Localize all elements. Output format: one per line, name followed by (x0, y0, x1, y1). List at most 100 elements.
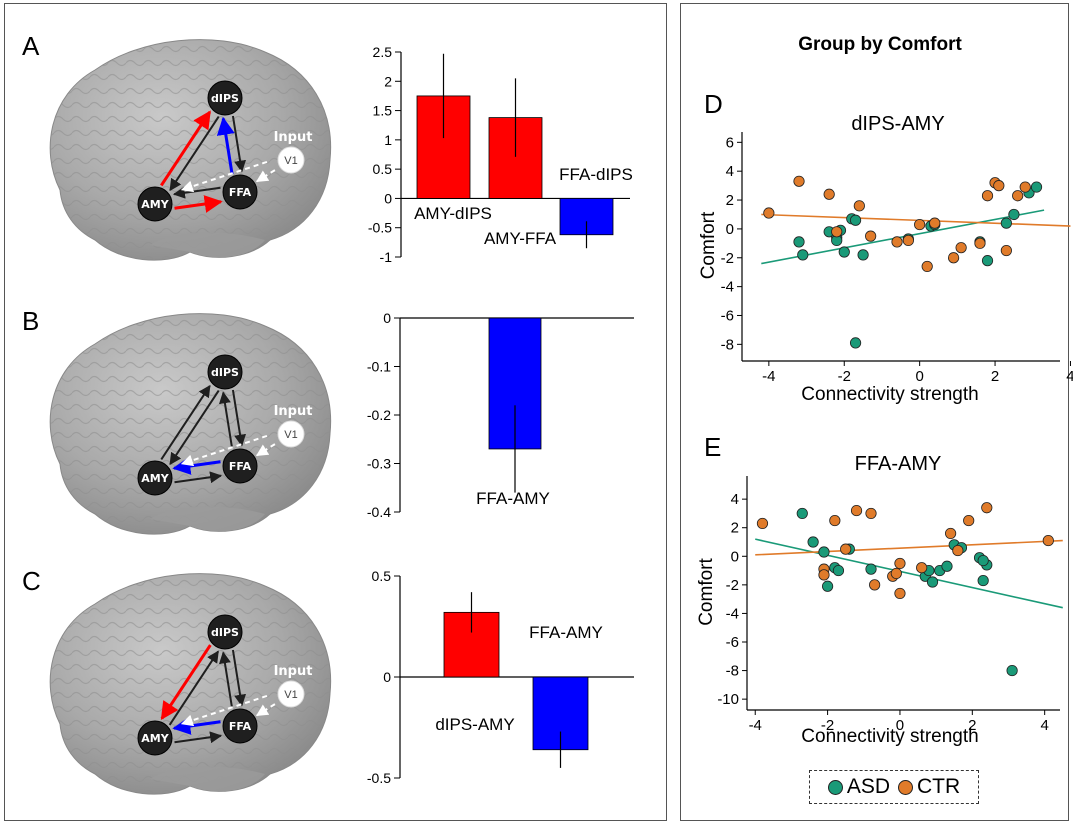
y-tick-label: -0.3 (367, 456, 391, 472)
node-ffa-label: FFA (229, 186, 252, 199)
y-tick-label: 2 (726, 192, 734, 209)
scatter-title: FFA-AMY (855, 453, 942, 475)
point-asd (849, 214, 862, 226)
arrow-v1-to-amy (180, 434, 268, 467)
node-ffa-label: FFA (229, 720, 252, 733)
y-tick-label: 2 (384, 73, 392, 89)
x-axis-label: Connectivity strength (801, 384, 978, 405)
point-ctr (1019, 181, 1031, 193)
arrow-amy-to-dips (160, 384, 211, 460)
arrow-dips-to-ffa (231, 649, 247, 707)
arrow-ffa-to-amy (172, 457, 221, 475)
node-dips-label: dIPS (211, 366, 239, 379)
node-v1 (277, 420, 305, 448)
point-ctr (981, 502, 993, 514)
y-tick-label: -8 (726, 663, 739, 680)
y-axis-label: Comfort (698, 211, 719, 279)
y-tick-label: -8 (721, 336, 734, 353)
point-ctr (963, 514, 975, 527)
node-ffa (222, 448, 258, 484)
x-tick-label: 0 (896, 717, 904, 734)
bar-label: FFA-dIPS (559, 165, 633, 184)
point-asd (796, 507, 808, 520)
node-ffa-label: FFA (229, 460, 252, 473)
brain-gyri (50, 39, 331, 261)
bar-label: AMY-dIPS (414, 204, 492, 223)
arrow-ffa-to-dips (218, 651, 234, 709)
panel-letter-d: D (704, 89, 723, 119)
input-label: Input (274, 130, 313, 145)
panel-letter-e: E (704, 432, 721, 462)
y-tick-label: -2 (726, 577, 739, 594)
y-tick-label: -2 (721, 250, 734, 267)
node-v1 (277, 146, 305, 174)
point-asd (1030, 181, 1043, 193)
point-ctr (894, 557, 906, 570)
y-tick-label: 0.5 (372, 568, 392, 584)
y-axis-label: Comfort (696, 558, 717, 626)
point-asd (793, 236, 805, 248)
fit-line-asd (755, 538, 1063, 609)
y-tick-label: -10 (717, 691, 739, 708)
point-ctr (890, 567, 902, 580)
y-tick-label: 0 (383, 310, 391, 326)
point-ctr (823, 188, 835, 200)
bar-chart-a: 2.5 2 1.5 1 0.5 0 -0.5 -1 AMY-dIPS AMY-FFA FFA-dIP… (368, 44, 633, 265)
point-asd (818, 546, 830, 558)
y-tick-label: 1.5 (373, 103, 393, 119)
arrow-amy-to-ffa (174, 195, 223, 213)
arrow-dips-to-ffa (231, 389, 247, 447)
y-tick-label: -0.5 (367, 770, 391, 786)
arrow-ffa-to-amy (172, 717, 221, 735)
brain-temporal-lobe (150, 232, 265, 258)
point-asd (1000, 217, 1012, 229)
arrow-amy-to-ffa (174, 731, 223, 744)
arrow-v1-to-ffa (255, 169, 276, 183)
point-ctr (981, 190, 994, 202)
x-tick-label: 2 (991, 368, 999, 385)
y-tick-label: -0.1 (367, 359, 391, 375)
panel-letter-a: A (22, 31, 40, 61)
brain-temporal-lobe (150, 506, 265, 532)
point-ctr (756, 517, 769, 530)
y-tick-label: -4 (726, 605, 739, 622)
point-ctr (894, 587, 906, 600)
arrow-ffa-to-dips (216, 116, 235, 175)
point-asd (977, 574, 989, 587)
y-tick-label: 0 (384, 190, 392, 206)
brain-gyri (50, 573, 331, 795)
y-tick-label: 0 (383, 669, 391, 685)
node-amy-label: AMY (141, 732, 169, 745)
node-v1-label: V1 (284, 155, 297, 167)
point-ctr (865, 507, 877, 520)
brain-diagram-3: dIPS AMY FFA V1 Input (49, 573, 332, 795)
point-ctr (914, 218, 926, 231)
arrow-v1-to-amy (180, 694, 268, 727)
brain-diagram-1: dIPS AMY FFA V1 Input (49, 39, 332, 261)
point-ctr (829, 514, 841, 527)
point-ctr (945, 527, 957, 540)
point-asd (807, 536, 819, 548)
point-ctr (916, 562, 928, 574)
scatter-title: dIPS-AMY (851, 113, 944, 135)
node-dips (207, 354, 243, 390)
arrow-dips-to-amy (169, 390, 220, 466)
scatter-plots: dIPS-AMY 6 4 2 0 -2 -4 -6 -8 -4 -2 0 2 4 Connectivity … (696, 113, 1073, 747)
scatter-plot-e: FFA-AMY 4 2 0 -2 -4 -6 -8 -10 -4 -2 0 2 4 Connectivity… (696, 453, 1063, 747)
brain-diagram-2: dIPS AMY FFA V1 Input (49, 313, 332, 535)
y-tick-label: -0.2 (367, 407, 391, 423)
y-tick-label: 0.5 (373, 161, 393, 177)
point-ctr (763, 207, 775, 219)
bar-label: dIPS-AMY (435, 715, 514, 734)
y-tick-label: -0.4 (367, 504, 391, 520)
point-ctr (974, 237, 986, 249)
node-amy (137, 460, 173, 496)
point-asd (857, 249, 869, 261)
node-dips-label: dIPS (211, 92, 239, 105)
point-asd (838, 246, 850, 258)
point-ctr (850, 504, 863, 517)
x-tick-label: -2 (838, 368, 851, 385)
x-axis-label: Connectivity strength (801, 726, 978, 747)
arrow-v1-to-ffa (255, 443, 276, 457)
